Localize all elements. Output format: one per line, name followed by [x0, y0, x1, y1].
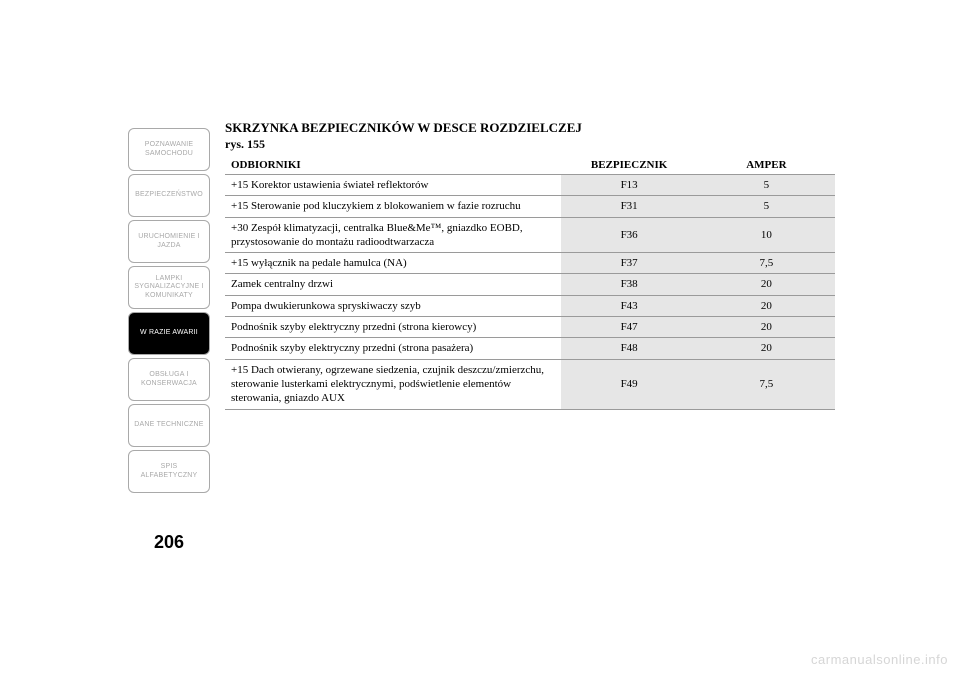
cell-desc: Zamek centralny drzwi — [225, 274, 561, 295]
tab-lampki[interactable]: LAMPKI SYGNALIZACYJNE I KOMUNIKATY — [128, 266, 210, 309]
cell-amp: 5 — [698, 175, 835, 196]
cell-fuse: F38 — [561, 274, 698, 295]
cell-amp: 20 — [698, 317, 835, 338]
table-row: +15 Sterowanie pod kluczykiem z blokowan… — [225, 196, 835, 217]
cell-fuse: F37 — [561, 253, 698, 274]
cell-amp: 10 — [698, 217, 835, 253]
cell-desc: +30 Zespół klimatyzacji, centralka Blue&… — [225, 217, 561, 253]
table-row: +15 Dach otwierany, ogrzewane siedzenia,… — [225, 359, 835, 409]
tab-bezpieczenstwo[interactable]: BEZPIECZEŃSTWO — [128, 174, 210, 217]
tab-label: BEZPIECZEŃSTWO — [135, 191, 203, 199]
sidebar-tabs: POZNAWANIE SAMOCHODU BEZPIECZEŃSTWO URUC… — [128, 128, 210, 496]
cell-desc: Podnośnik szyby elektryczny przedni (str… — [225, 317, 561, 338]
cell-fuse: F31 — [561, 196, 698, 217]
cell-desc: +15 Korektor ustawienia świateł reflekto… — [225, 175, 561, 196]
table-row: Zamek centralny drzwi F38 20 — [225, 274, 835, 295]
tab-label: LAMPKI SYGNALIZACYJNE I KOMUNIKATY — [133, 275, 205, 299]
cell-amp: 20 — [698, 338, 835, 359]
tab-label: URUCHOMIENIE I JAZDA — [133, 233, 205, 249]
cell-fuse: F13 — [561, 175, 698, 196]
cell-fuse: F47 — [561, 317, 698, 338]
tab-label: OBSŁUGA I KONSERWACJA — [133, 371, 205, 387]
section-title: SKRZYNKA BEZPIECZNIKÓW W DESCE ROZDZIELC… — [225, 120, 835, 136]
table-row: +15 Korektor ustawienia świateł reflekto… — [225, 175, 835, 196]
tab-label: DANE TECHNICZNE — [134, 421, 203, 429]
page-root: POZNAWANIE SAMOCHODU BEZPIECZEŃSTWO URUC… — [0, 0, 960, 679]
table-row: +15 wyłącznik na pedale hamulca (NA) F37… — [225, 253, 835, 274]
tab-spis[interactable]: SPIS ALFABETYCZNY — [128, 450, 210, 493]
col-amper: AMPER — [698, 156, 835, 175]
col-bezpiecznik: BEZPIECZNIK — [561, 156, 698, 175]
cell-desc: +15 wyłącznik na pedale hamulca (NA) — [225, 253, 561, 274]
table-row: Pompa dwukierunkowa spryskiwaczy szyb F4… — [225, 295, 835, 316]
cell-desc: +15 Sterowanie pod kluczykiem z blokowan… — [225, 196, 561, 217]
cell-fuse: F48 — [561, 338, 698, 359]
cell-fuse: F49 — [561, 359, 698, 409]
tab-label: W RAZIE AWARII — [140, 329, 198, 337]
watermark: carmanualsonline.info — [811, 652, 948, 667]
cell-desc: Pompa dwukierunkowa spryskiwaczy szyb — [225, 295, 561, 316]
cell-desc: Podnośnik szyby elektryczny przedni (str… — [225, 338, 561, 359]
tab-label: SPIS ALFABETYCZNY — [133, 463, 205, 479]
table-row: Podnośnik szyby elektryczny przedni (str… — [225, 338, 835, 359]
table-header-row: ODBIORNIKI BEZPIECZNIK AMPER — [225, 156, 835, 175]
tab-poznawanie[interactable]: POZNAWANIE SAMOCHODU — [128, 128, 210, 171]
figure-ref: rys. 155 — [225, 137, 835, 152]
cell-amp: 5 — [698, 196, 835, 217]
table-row: +30 Zespół klimatyzacji, centralka Blue&… — [225, 217, 835, 253]
tab-label: POZNAWANIE SAMOCHODU — [133, 141, 205, 157]
main-content: SKRZYNKA BEZPIECZNIKÓW W DESCE ROZDZIELC… — [225, 120, 835, 410]
tab-uruchomienie[interactable]: URUCHOMIENIE I JAZDA — [128, 220, 210, 263]
tab-dane[interactable]: DANE TECHNICZNE — [128, 404, 210, 447]
cell-amp: 20 — [698, 274, 835, 295]
tab-awarii[interactable]: W RAZIE AWARII — [128, 312, 210, 355]
cell-desc: +15 Dach otwierany, ogrzewane siedzenia,… — [225, 359, 561, 409]
page-number: 206 — [128, 532, 210, 553]
tab-obsluga[interactable]: OBSŁUGA I KONSERWACJA — [128, 358, 210, 401]
table-row: Podnośnik szyby elektryczny przedni (str… — [225, 317, 835, 338]
col-odbiorniki: ODBIORNIKI — [225, 156, 561, 175]
cell-amp: 7,5 — [698, 359, 835, 409]
cell-fuse: F43 — [561, 295, 698, 316]
cell-fuse: F36 — [561, 217, 698, 253]
cell-amp: 20 — [698, 295, 835, 316]
cell-amp: 7,5 — [698, 253, 835, 274]
fuse-table: ODBIORNIKI BEZPIECZNIK AMPER +15 Korekto… — [225, 156, 835, 410]
